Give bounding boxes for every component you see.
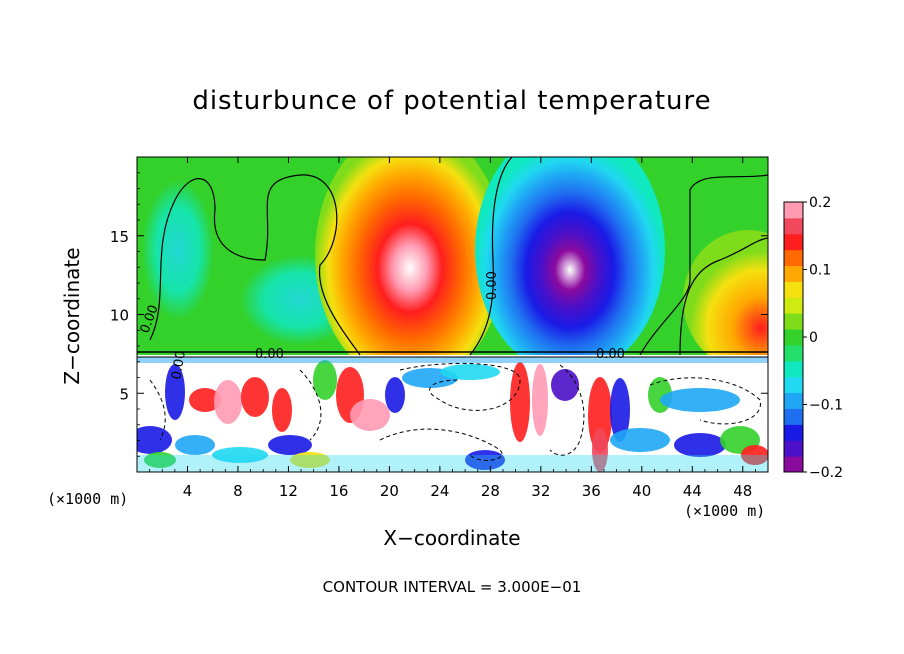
turbulence-blob	[290, 452, 330, 468]
turbulence-blob	[588, 377, 612, 453]
contour-zero-far-right	[679, 237, 768, 356]
chart-title: disturbunce of potential temperature	[192, 86, 712, 116]
turbulence-blob	[592, 428, 608, 472]
colorbar-swatch	[784, 265, 803, 282]
contour-zero-right	[639, 174, 768, 356]
turbulence-blob	[440, 364, 500, 380]
turbulence-blob	[532, 364, 548, 436]
x-tick-label: 8	[233, 482, 243, 500]
turbulence-blob	[350, 399, 390, 431]
y-axis-label: Z−coordinate	[60, 247, 84, 385]
y-tick-label: 10	[110, 307, 129, 325]
turbulence-blobs	[137, 357, 768, 472]
colorbar-swatch	[784, 360, 803, 378]
colorbar-tick-label: 0	[809, 330, 818, 346]
colorbar-swatch	[784, 313, 803, 330]
turbulence-blob	[268, 435, 312, 455]
turbulence-blob	[137, 426, 172, 454]
contour-line-negative	[399, 362, 521, 411]
colorbar-swatch	[784, 329, 803, 346]
x-tick-label: 12	[279, 482, 298, 500]
x-tick-label: 24	[430, 482, 449, 500]
colorbar-swatch	[784, 297, 803, 314]
contour-zero-left	[149, 174, 361, 356]
contour-label: 0.00	[255, 347, 284, 362]
contour-line-negative	[299, 369, 322, 441]
colorbar-swatch	[784, 408, 803, 425]
x-tick-label: 20	[380, 482, 399, 500]
x-tick-label: 16	[329, 482, 348, 500]
colorbar-swatch	[784, 281, 803, 298]
contour-line-negative	[149, 379, 166, 441]
turbulence-blob	[385, 377, 405, 413]
field-cool-patch-left	[142, 180, 214, 320]
contour-zero-mid	[469, 157, 513, 356]
field-warm-anomaly	[315, 157, 505, 385]
y-ticks: 5 10 15	[110, 172, 768, 457]
x-ticks: 4 8 12 16 20 24 28 32 36 40 44 48	[149, 157, 756, 500]
turbulence-band	[137, 357, 768, 363]
contour-interval-note: CONTOUR INTERVAL = 3.000E−01	[322, 578, 582, 596]
field-cold-anomaly	[475, 157, 665, 375]
colorbar-swatch	[784, 424, 803, 441]
x-tick-label: 40	[632, 482, 651, 500]
turbulence-blob	[144, 452, 176, 468]
colorbar-tick-label: 0.1	[809, 263, 831, 279]
x-unit-label-right: (×1000 m)	[684, 502, 766, 520]
contour-line-negative	[649, 377, 761, 425]
colorbar-swatch	[784, 456, 803, 473]
y-tick-label: 5	[119, 385, 129, 403]
contour-label: 0.00	[485, 271, 500, 300]
colorbar-swatch	[784, 202, 803, 219]
x-tick-label: 44	[683, 482, 702, 500]
turbulence-blob	[212, 447, 268, 463]
x-unit-label-left: (×1000 m)	[47, 490, 129, 508]
turbulence-blob	[741, 445, 768, 465]
field-warm-anomaly-right	[683, 230, 768, 370]
y-tick-label: 15	[110, 228, 129, 246]
colorbar-swatch	[784, 392, 803, 409]
contour-line-negative	[549, 364, 585, 456]
colorbar-tick-label: 0.2	[809, 195, 831, 211]
turbulence-blob	[241, 377, 269, 417]
turbulence-blob	[272, 388, 292, 432]
turbulence-blob	[610, 378, 630, 442]
contour-label: 0.00	[596, 347, 625, 362]
turbulence-blob	[510, 362, 530, 442]
colorbar-swatch	[784, 217, 803, 235]
colorbar-tick-label: −0.2	[809, 465, 843, 481]
colorbar-swatch	[784, 344, 803, 362]
x-tick-label: 36	[582, 482, 601, 500]
turbulence-blob	[313, 360, 337, 400]
field-image	[137, 157, 768, 472]
colorbar-swatch	[784, 440, 803, 457]
turbulence-blob	[175, 435, 215, 455]
x-tick-label: 32	[531, 482, 550, 500]
colorbar	[783, 201, 804, 473]
turbulence-blob	[165, 364, 185, 420]
turbulence-band	[137, 455, 768, 472]
x-tick-label: 28	[481, 482, 500, 500]
colorbar-ticks: 0.2 0.1 0 −0.1 −0.2	[803, 195, 843, 481]
x-axis-label: X−coordinate	[383, 526, 521, 550]
contour-label: 0.00	[169, 350, 189, 381]
turbulence-blob	[610, 428, 670, 452]
turbulence-blob	[551, 369, 579, 401]
turbulence-blob	[674, 433, 726, 457]
turbulence-blob	[214, 380, 242, 424]
colorbar-swatch	[784, 249, 803, 267]
contour-lines	[137, 157, 768, 358]
colorbar-swatch	[784, 233, 803, 251]
x-tick-label: 4	[183, 482, 193, 500]
contour-line-negative	[379, 428, 503, 461]
turbulence-blob	[189, 388, 221, 412]
lower-contours	[149, 362, 761, 461]
x-tick-label: 48	[733, 482, 752, 500]
colorbar-tick-label: −0.1	[809, 398, 843, 414]
colorbar-swatch	[784, 376, 803, 394]
turbulence-blob	[660, 388, 740, 412]
